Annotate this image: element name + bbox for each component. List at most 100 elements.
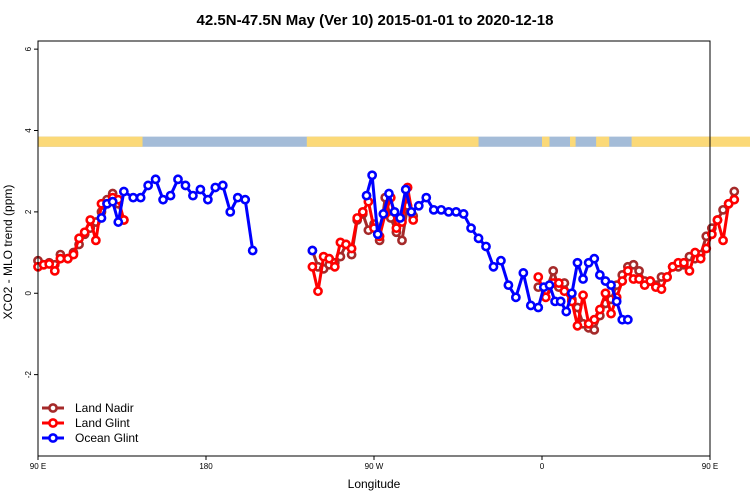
data-point [628,259,639,270]
data-point [617,276,628,286]
data-point [458,209,469,219]
data-point [180,180,191,191]
data-point [606,308,616,319]
data-point [406,206,417,217]
land-band-segment [631,136,750,147]
data-point [232,192,243,203]
data-point [695,253,706,264]
chart-title: 42.5N-47.5N May (Ver 10) 2015-01-01 to 2… [197,12,554,29]
data-point [397,235,407,246]
data-point [173,174,183,185]
data-point [594,304,605,315]
data-point [589,253,600,264]
data-point [49,265,60,276]
data-point [701,243,712,254]
x-axis-label: Longitude [348,477,401,491]
data-point [135,192,146,203]
x-tick-label: 180 [199,462,213,471]
data-point [367,170,378,181]
data-point [400,184,411,195]
y-tick-label: 0 [24,290,33,295]
data-point [678,257,689,268]
data-point [712,215,723,225]
data-point [44,259,55,269]
y-tick-label: 4 [24,128,33,133]
data-point [533,272,544,282]
data-point [421,192,432,203]
data-point [496,255,506,266]
data-point [90,235,101,246]
data-point [202,194,213,205]
data-point [55,253,66,264]
data-point [622,314,633,325]
land-band-segment [38,136,143,147]
data-point [352,213,363,223]
data-point [240,194,251,205]
data-point [74,233,84,244]
legend-item: Land Nadir [42,401,134,415]
data-point [247,245,258,256]
x-tick-label: 90 E [30,462,46,471]
legend-label: Land Nadir [75,401,134,415]
data-point [561,306,572,317]
data-point [548,265,559,276]
data-point [589,324,600,335]
data-point [188,190,198,201]
data-point [150,174,161,185]
data-point [510,292,521,303]
data-point [413,200,424,211]
data-point [481,241,491,252]
data-point [706,229,717,240]
data-point [729,186,740,197]
data-point [451,206,462,217]
data-point [307,245,318,256]
legend-label: Ocean Glint [75,431,139,445]
data-point [634,274,644,284]
data-point [473,233,484,244]
data-point [372,229,383,240]
land-band-segment [596,136,610,147]
series-ocean-glint [96,170,633,325]
data-point [684,265,695,276]
x-tick-label: 0 [540,462,545,471]
data-point [690,247,700,258]
data-point [611,296,622,307]
y-tick-label: 2 [24,209,33,214]
data-point [634,265,644,276]
data-point [395,213,406,223]
data-point [329,261,340,272]
land-band-segment [542,136,550,147]
data-point [503,280,514,291]
data-point [718,235,728,246]
x-axis: 90 E 180 90 W 0 90 E [30,456,718,471]
data-point [165,190,176,201]
data-point [307,261,318,272]
data-point [622,265,633,276]
data-point [361,190,372,201]
data-point [346,243,357,254]
data-point [113,217,124,227]
x-tick-label: 90 E [702,462,718,471]
data-point [217,180,228,191]
data-point [79,227,90,238]
data-point [391,223,402,234]
data-point [107,196,118,207]
legend-swatch-marker [48,418,58,428]
data-point [195,184,206,195]
y-tick-label: 6 [24,46,33,51]
series-line [365,173,628,322]
legend-swatch-marker [48,403,58,413]
plot-frame [37,40,711,457]
data-point [566,288,577,299]
data-point [662,272,672,282]
legend-swatch-marker [48,433,58,443]
data-point [313,286,323,297]
x-tick-label: 90 W [365,462,384,471]
data-point [210,182,221,193]
data-point [572,257,583,268]
data-point [378,209,389,219]
data-point [559,286,570,297]
data-point [729,194,740,205]
data-point [384,188,394,199]
